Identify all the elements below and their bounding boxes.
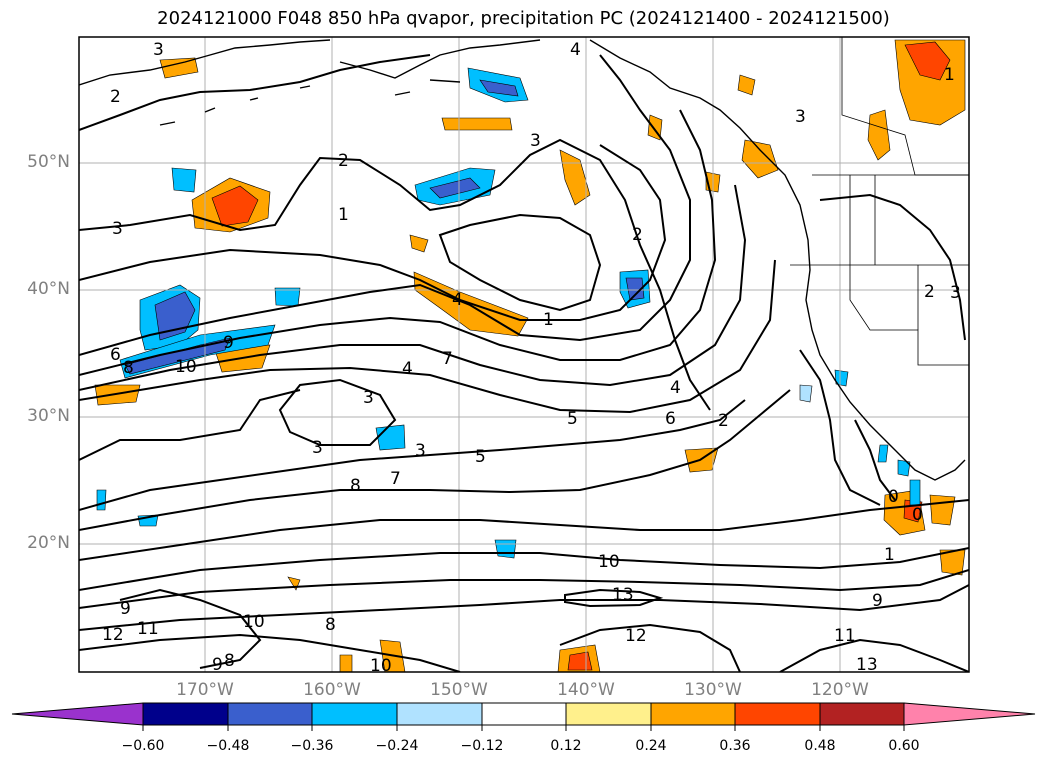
- contour-label: 2: [110, 87, 121, 107]
- contour-label: 2: [338, 151, 349, 171]
- lon-label-140w: 140°W: [557, 680, 615, 700]
- contour-label: 10: [598, 552, 620, 572]
- lon-label-130w: 130°W: [684, 680, 742, 700]
- lat-label-40n: 40°N: [27, 279, 70, 299]
- contour-label: 11: [137, 619, 159, 639]
- contour-label: 0: [888, 487, 899, 507]
- colorbar-tick-label: 0.36: [719, 738, 751, 754]
- contour-label: 1: [884, 545, 895, 565]
- colorbar-box: [481, 702, 567, 726]
- contour-label: 10: [370, 656, 392, 676]
- contour-label: 8: [350, 476, 361, 496]
- colorbar-box: [396, 702, 483, 726]
- colorbar-box: [311, 702, 398, 726]
- colorbar-tick-label: −0.12: [460, 738, 504, 754]
- lat-label-30n: 30°N: [27, 406, 70, 426]
- colorbar-tick-label: 0.48: [804, 738, 836, 754]
- contour-label: 9: [212, 655, 223, 675]
- contour-label: 1: [944, 65, 955, 85]
- map-frame: [78, 36, 970, 673]
- colorbar-tick-label: 0.24: [635, 738, 667, 754]
- lon-label-170w: 170°W: [176, 680, 234, 700]
- contour-label: 3: [112, 219, 123, 239]
- colorbar-extend-max: [903, 702, 1036, 726]
- graticule: [79, 37, 969, 672]
- contour-label: 6: [110, 345, 121, 365]
- map-title: 2024121000 F048 850 hPa qvapor, precipit…: [157, 8, 890, 29]
- contour-label: 5: [475, 447, 486, 467]
- colorbar: [11, 702, 1036, 731]
- contour-label: 0: [912, 505, 923, 525]
- contour-label: 9: [223, 333, 234, 353]
- contour-label: 4: [570, 40, 581, 60]
- contour-label: 6: [665, 409, 676, 429]
- qvapor-contour-layer: [79, 54, 969, 672]
- lon-label-150w: 150°W: [430, 680, 488, 700]
- contour-label: 5: [567, 409, 578, 429]
- contour-label: 4: [402, 359, 413, 379]
- contour-label: 3: [312, 438, 323, 458]
- contour-label: 9: [872, 591, 883, 611]
- lat-label-20n: 20°N: [27, 533, 70, 553]
- colorbar-box: [819, 702, 905, 726]
- lon-label-160w: 160°W: [303, 680, 361, 700]
- contour-label: 9: [120, 599, 131, 619]
- contour-label: 2: [632, 225, 643, 245]
- colorbar-box: [565, 702, 652, 726]
- contour-label: 12: [102, 625, 124, 645]
- colorbar-box: [142, 702, 229, 726]
- colorbar-tick-label: 0.12: [550, 738, 582, 754]
- contour-label: 1: [543, 310, 554, 330]
- contour-label: 10: [175, 357, 197, 377]
- contour-label: 13: [612, 585, 634, 605]
- contour-label: 8: [224, 651, 235, 671]
- contour-label: 3: [363, 388, 374, 408]
- colorbar-box: [734, 702, 821, 726]
- colorbar-tick-label: 0.60: [888, 738, 920, 754]
- colorbar-tick-label: −0.60: [121, 738, 165, 754]
- contour-label: 7: [442, 349, 453, 369]
- contour-label: 10: [243, 612, 265, 632]
- colorbar-box: [650, 702, 736, 726]
- contour-label: 4: [452, 290, 463, 310]
- lat-label-50n: 50°N: [27, 152, 70, 172]
- coastline-layer: [79, 39, 966, 481]
- contour-label: 3: [153, 40, 164, 60]
- colorbar-extend-min: [11, 702, 144, 726]
- colorbar-tick-label: −0.36: [290, 738, 334, 754]
- contour-label: 3: [415, 441, 426, 461]
- contour-label-layer: 3 2 3 2 3 1 4 3 2 1 4 1 6 9 8 10 7 4 3 5…: [102, 40, 961, 676]
- contour-label: 3: [795, 107, 806, 127]
- colorbar-tick-label: −0.48: [206, 738, 250, 754]
- contour-label: 3: [530, 131, 541, 151]
- contour-label: 8: [325, 615, 336, 635]
- contour-label: 8: [123, 358, 134, 378]
- contour-label: 3: [950, 283, 961, 303]
- contour-label: 4: [670, 378, 681, 398]
- contour-label: 12: [625, 626, 647, 646]
- contour-label: 2: [718, 411, 729, 431]
- border-layer: [790, 37, 969, 366]
- colorbar-tick-label: −0.24: [375, 738, 419, 754]
- contour-label: 11: [834, 626, 856, 646]
- colorbar-box: [227, 702, 313, 726]
- contour-label: 7: [390, 469, 401, 489]
- contour-label: 13: [856, 655, 878, 675]
- map-plot-area: 3 2 3 2 3 1 4 3 2 1 4 1 6 9 8 10 7 4 3 5…: [79, 37, 969, 676]
- lon-label-120w: 120°W: [811, 680, 869, 700]
- contour-label: 1: [338, 205, 349, 225]
- contour-label: 2: [924, 282, 935, 302]
